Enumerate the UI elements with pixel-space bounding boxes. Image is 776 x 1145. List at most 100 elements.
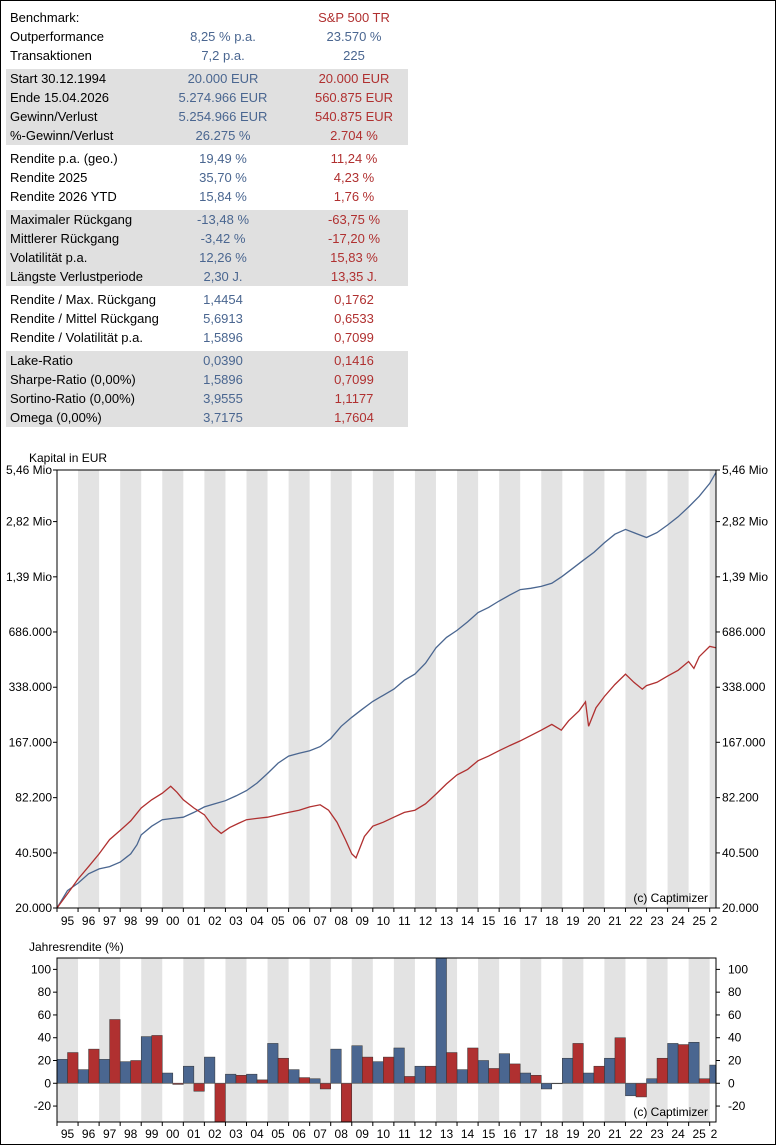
strategy-return-bar [625,1083,637,1097]
stats-row: %-Gewinn/Verlust 26.275 % 2.704 % [6,126,408,145]
x-tick-label: 16 [503,914,517,928]
y-tick-label-right: 80 [728,985,742,999]
x-tick-label: 23 [650,914,664,928]
benchmark-return-bar [404,1076,416,1084]
y-tick-label-right: 5,46 Mio [722,463,768,477]
y-tick-label-right: 1,39 Mio [722,570,768,584]
y-tick-label-right: -20 [728,1099,746,1113]
strategy-value: 0,0390 [203,353,243,368]
returns-plot-border [56,957,717,1123]
stats-group: Rendite p.a. (geo.) 19,49 % 11,24 % Rendite… [6,149,408,206]
year-band [667,470,689,908]
year-band [330,470,352,908]
benchmark-value: 4,23 % [333,170,375,185]
x-tick-label: 15 [482,914,496,928]
y-tick-label-right: 338.000 [722,680,766,694]
stats-row: Sortino-Ratio (0,00%) 3,9555 1,1177 [6,389,408,408]
y-tick-label-left: 80 [38,985,52,999]
y-tick-label-right: 100 [728,962,748,976]
x-tick-label: 04 [250,914,264,928]
benchmark-value: 560.875 EUR [314,90,394,105]
strategy-value: 3,9555 [203,391,243,406]
year-band [709,470,716,908]
x-tick-label: 25 [692,1127,706,1141]
strategy-value: 1,5896 [203,330,243,345]
year-band [57,958,79,1122]
stats-row: Transaktionen 7,2 p.a. 225 [6,46,408,65]
strategy-return-bar [246,1073,258,1084]
stats-row: Rendite / Volatilität p.a. 1,5896 0,7099 [6,328,408,347]
benchmark-return-bar [614,1037,626,1084]
strategy-return-bar [372,1061,384,1084]
strategy-value: 5.254.966 EUR [178,109,268,124]
benchmark-capital-line [56,645,716,909]
strategy-return-bar [351,1045,363,1084]
strategy-value: 35,70 % [199,170,247,185]
x-tick-label: 00 [166,1127,180,1141]
y-tick-label-right: 0 [728,1076,735,1090]
benchmark-value: 2.704 % [330,128,378,143]
strategy-return-bar [119,1061,131,1084]
benchmark-return-bar [235,1075,247,1084]
y-tick-label-right: 40 [728,1031,742,1045]
year-band [351,958,373,1122]
x-tick-label: 97 [103,914,117,928]
y-tick-label-left: 2,82 Mio [6,515,52,529]
strategy-return-bar [540,1083,553,1090]
x-tick-label: 97 [103,1127,117,1141]
y-tick-label-left: 60 [38,1008,52,1022]
x-tick-label: 12 [419,1127,433,1141]
statistics-table: Benchmark: S&P 500 TR Outperformance 8,25 %… [6,8,408,431]
x-tick-label: 17 [524,1127,538,1141]
stats-label: Rendite / Max. Rückgang [10,292,156,307]
strategy-return-bar [77,1069,89,1084]
benchmark-value: 15,83 % [330,250,378,265]
year-band [625,470,647,908]
x-tick-label: 05 [271,914,285,928]
year-band [478,958,500,1122]
strategy-return-bar [604,1057,616,1084]
x-tick-label: 18 [545,1127,559,1141]
x-tick-label: 21 [608,914,622,928]
year-band [204,470,226,908]
stats-row: Start 30.12.1994 20.000 EUR 20.000 EUR [6,69,408,88]
stats-row: Rendite 2026 YTD 15,84 % 1,76 % [6,187,408,206]
stats-label: Rendite / Mittel Rückgang [10,311,159,326]
x-tick-label: 09 [356,1127,370,1141]
x-tick-label: 02 [208,1127,222,1141]
x-tick-label: 01 [187,1127,201,1141]
y-tick-label-left: 20.000 [15,901,52,915]
year-band [457,470,479,908]
stats-label: Volatilität p.a. [10,250,88,265]
stats-group: Rendite / Max. Rückgang 1,4454 0,1762 Rendi… [6,290,408,347]
benchmark-value: 0,1416 [334,353,374,368]
benchmark-return-bar [530,1075,542,1084]
strategy-return-bar [435,957,447,1084]
y-tick-label-left: 167.000 [9,735,53,749]
y-tick-label-left: 40.500 [15,846,52,860]
stats-row: Ende 15.04.2026 5.274.966 EUR 560.875 EUR [6,88,408,107]
stats-label: Gewinn/Verlust [10,109,98,124]
x-tick-label: 06 [292,1127,306,1141]
year-band [78,470,100,908]
y-tick-label-right: 167.000 [722,735,766,749]
y-tick-label-left: 5,46 Mio [6,463,52,477]
stats-row: Rendite 2025 35,70 % 4,23 % [6,168,408,187]
x-tick-label: 06 [292,914,306,928]
strategy-value: 1,4454 [203,292,243,307]
y-tick-label-left: 40 [38,1031,52,1045]
stats-group: Benchmark: S&P 500 TR Outperformance 8,25 %… [6,8,408,65]
benchmark-value: 13,35 J. [330,269,378,284]
x-tick-label: 12 [419,914,433,928]
strategy-value: -3,42 % [200,231,246,246]
x-tick-label: 14 [461,914,475,928]
stats-row: Outperformance 8,25 % p.a. 23.570 % [6,27,408,46]
benchmark-return-bar [256,1079,268,1084]
x-tick-label: 15 [482,1127,496,1141]
strategy-return-bar [414,1065,426,1084]
x-tick-label: 13 [440,914,454,928]
y-tick-label-right: 60 [728,1008,742,1022]
year-band [499,470,521,908]
stats-row: Benchmark: S&P 500 TR [6,8,408,27]
stats-label: Outperformance [10,29,104,44]
